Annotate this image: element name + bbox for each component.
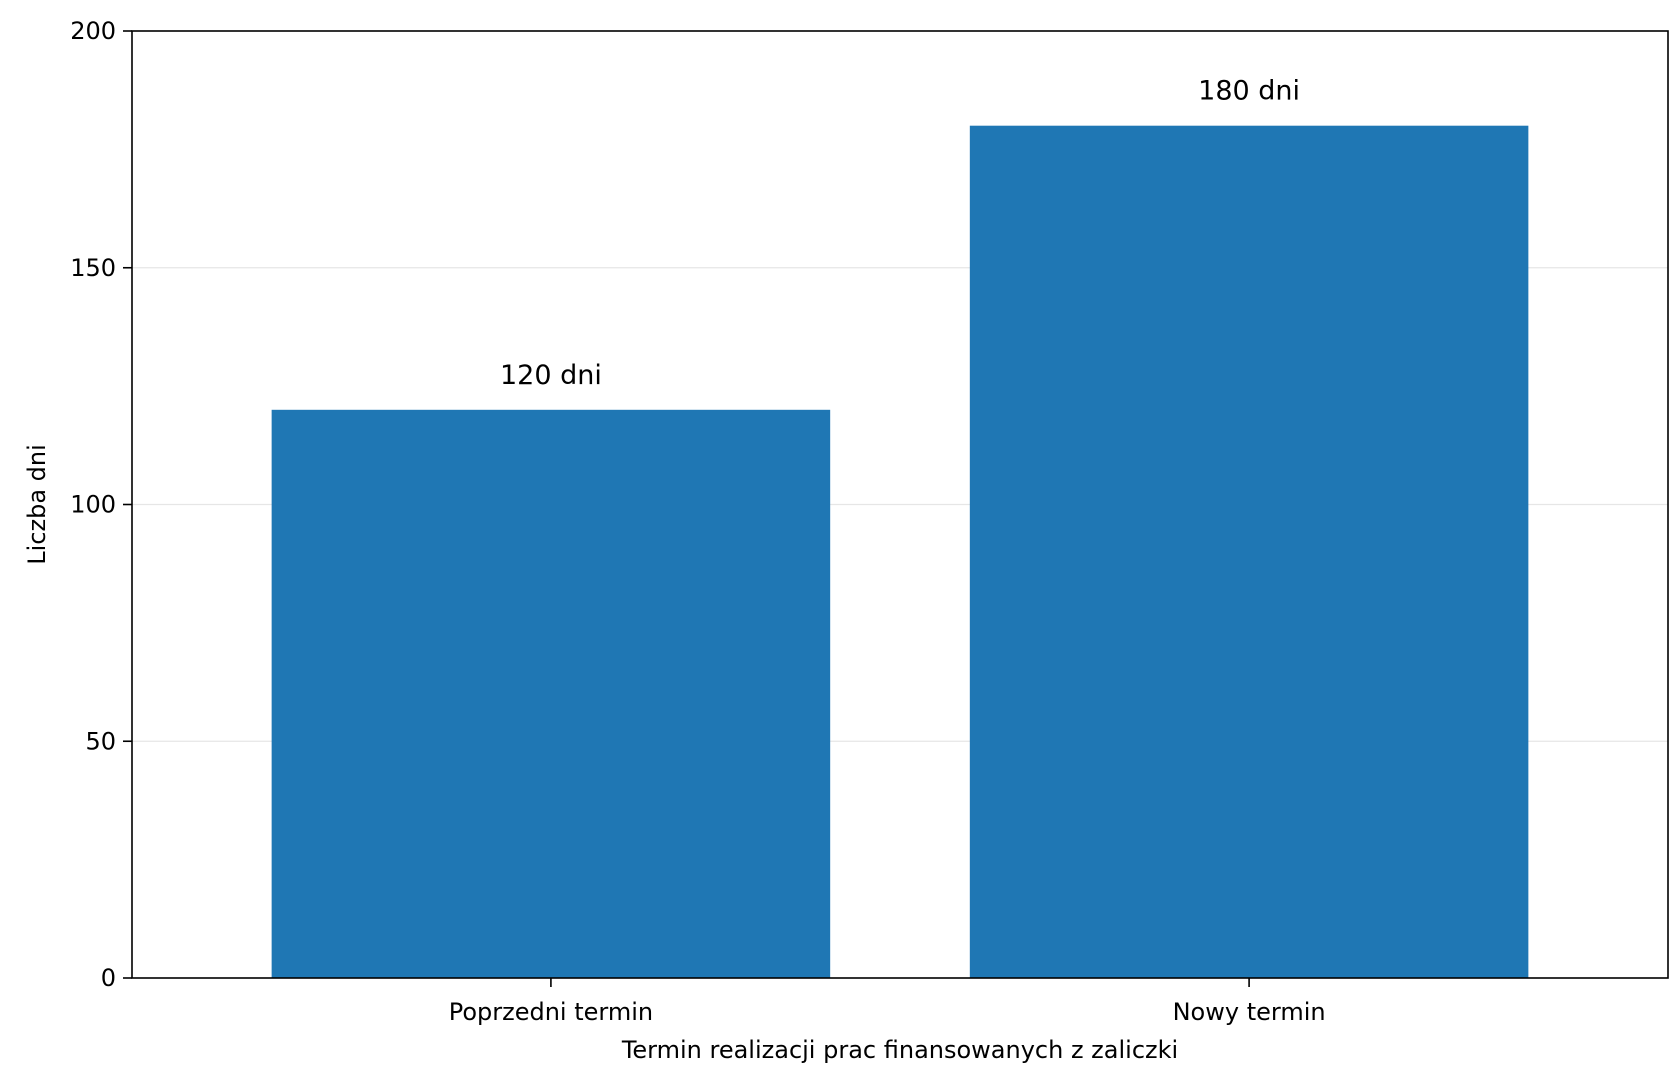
x-axis-label: Termin realizacji prac finansowanych z z… <box>621 1036 1178 1064</box>
y-tick-label-0: 0 <box>101 964 116 992</box>
x-axis-ticks: Poprzedni termin Nowy termin <box>449 978 1326 1026</box>
x-tick-label-2: Nowy termin <box>1173 998 1326 1026</box>
bar-1 <box>271 409 831 978</box>
y-tick-label-50: 50 <box>85 727 116 755</box>
x-tick-label-1: Poprzedni termin <box>449 998 653 1026</box>
y-tick-label-150: 150 <box>70 254 116 282</box>
y-tick-label-200: 200 <box>70 17 116 45</box>
bar-2 <box>969 125 1529 978</box>
data-labels: 120 dni 180 dni <box>500 76 1300 391</box>
y-tick-label-100: 100 <box>70 491 116 519</box>
data-label-1: 120 dni <box>500 360 602 391</box>
y-axis-ticks: 0 50 100 150 200 <box>70 17 132 992</box>
data-label-2: 180 dni <box>1198 76 1300 107</box>
y-axis-label: Liczba dni <box>23 444 51 565</box>
bars <box>271 125 1529 978</box>
